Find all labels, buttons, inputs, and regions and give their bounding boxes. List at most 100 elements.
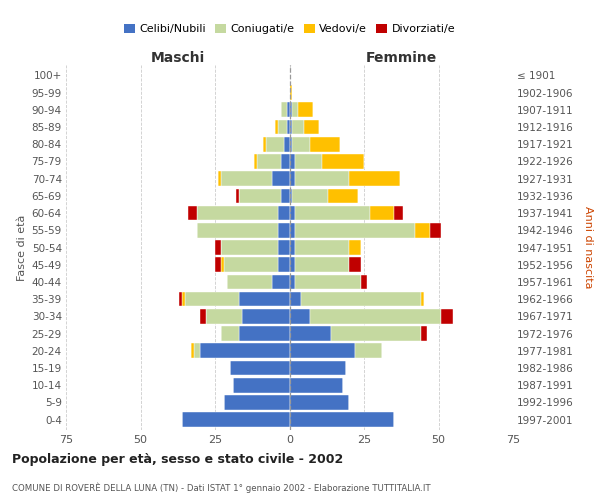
Bar xyxy=(290,378,343,392)
Bar xyxy=(290,154,295,168)
Bar xyxy=(182,292,185,306)
Bar xyxy=(221,258,224,272)
Bar xyxy=(290,137,292,152)
Bar xyxy=(224,395,290,410)
Bar xyxy=(290,120,292,134)
Bar xyxy=(263,137,266,152)
Bar xyxy=(191,344,194,358)
Bar xyxy=(331,326,421,341)
Bar xyxy=(290,172,295,186)
Bar xyxy=(197,206,278,220)
Bar xyxy=(295,172,349,186)
Bar xyxy=(290,395,349,410)
Bar xyxy=(179,292,182,306)
Bar xyxy=(328,188,358,203)
Bar xyxy=(224,258,278,272)
Bar xyxy=(304,120,319,134)
Bar xyxy=(298,102,313,117)
Bar xyxy=(272,172,290,186)
Bar xyxy=(370,206,394,220)
Bar xyxy=(421,292,424,306)
Bar xyxy=(218,172,221,186)
Bar xyxy=(349,172,400,186)
Bar xyxy=(278,240,290,255)
Bar xyxy=(415,223,430,238)
Bar xyxy=(272,274,290,289)
Bar xyxy=(278,223,290,238)
Bar xyxy=(322,154,364,168)
Bar xyxy=(349,240,361,255)
Bar xyxy=(281,188,290,203)
Bar xyxy=(233,378,290,392)
Bar xyxy=(227,274,272,289)
Text: Popolazione per età, sesso e stato civile - 2002: Popolazione per età, sesso e stato civil… xyxy=(12,452,343,466)
Text: Femmine: Femmine xyxy=(365,51,437,65)
Bar xyxy=(215,240,221,255)
Bar xyxy=(290,102,292,117)
Bar xyxy=(290,258,295,272)
Bar xyxy=(290,360,346,376)
Bar xyxy=(292,102,298,117)
Bar xyxy=(278,206,290,220)
Bar xyxy=(257,154,281,168)
Bar xyxy=(221,240,278,255)
Bar xyxy=(421,326,427,341)
Bar xyxy=(301,292,421,306)
Bar xyxy=(287,102,290,117)
Bar xyxy=(281,102,287,117)
Bar xyxy=(442,309,454,324)
Bar xyxy=(430,223,442,238)
Bar xyxy=(215,258,221,272)
Bar xyxy=(230,360,290,376)
Bar xyxy=(206,309,242,324)
Bar xyxy=(292,120,304,134)
Bar xyxy=(281,154,290,168)
Bar xyxy=(290,206,295,220)
Bar xyxy=(239,188,281,203)
Bar xyxy=(290,274,295,289)
Bar xyxy=(310,137,340,152)
Bar xyxy=(295,223,415,238)
Bar xyxy=(290,344,355,358)
Bar xyxy=(194,344,200,358)
Bar xyxy=(295,274,361,289)
Text: Maschi: Maschi xyxy=(151,51,205,65)
Bar xyxy=(278,120,287,134)
Bar xyxy=(287,120,290,134)
Bar xyxy=(284,137,290,152)
Bar xyxy=(355,344,382,358)
Bar xyxy=(290,85,292,100)
Y-axis label: Anni di nascita: Anni di nascita xyxy=(583,206,593,289)
Bar xyxy=(275,120,278,134)
Bar xyxy=(290,326,331,341)
Bar xyxy=(290,240,295,255)
Bar xyxy=(254,154,257,168)
Bar xyxy=(221,326,239,341)
Bar xyxy=(239,292,290,306)
Bar xyxy=(290,292,301,306)
Bar xyxy=(349,258,361,272)
Text: COMUNE DI ROVERÈ DELLA LUNA (TN) - Dati ISTAT 1° gennaio 2002 - Elaborazione TUT: COMUNE DI ROVERÈ DELLA LUNA (TN) - Dati … xyxy=(12,482,431,493)
Bar xyxy=(292,137,310,152)
Bar xyxy=(394,206,403,220)
Bar xyxy=(290,412,394,427)
Bar xyxy=(295,240,349,255)
Bar xyxy=(188,206,197,220)
Bar xyxy=(239,326,290,341)
Bar xyxy=(185,292,239,306)
Bar xyxy=(292,188,328,203)
Bar xyxy=(295,154,322,168)
Bar xyxy=(295,206,370,220)
Bar xyxy=(290,223,295,238)
Bar xyxy=(200,309,206,324)
Bar xyxy=(242,309,290,324)
Bar xyxy=(221,172,272,186)
Bar xyxy=(290,309,310,324)
Bar xyxy=(182,412,290,427)
Legend: Celibi/Nubili, Coniugati/e, Vedovi/e, Divorziati/e: Celibi/Nubili, Coniugati/e, Vedovi/e, Di… xyxy=(119,20,460,39)
Bar xyxy=(361,274,367,289)
Bar xyxy=(197,223,278,238)
Bar xyxy=(278,258,290,272)
Y-axis label: Fasce di età: Fasce di età xyxy=(17,214,28,280)
Bar xyxy=(290,188,292,203)
